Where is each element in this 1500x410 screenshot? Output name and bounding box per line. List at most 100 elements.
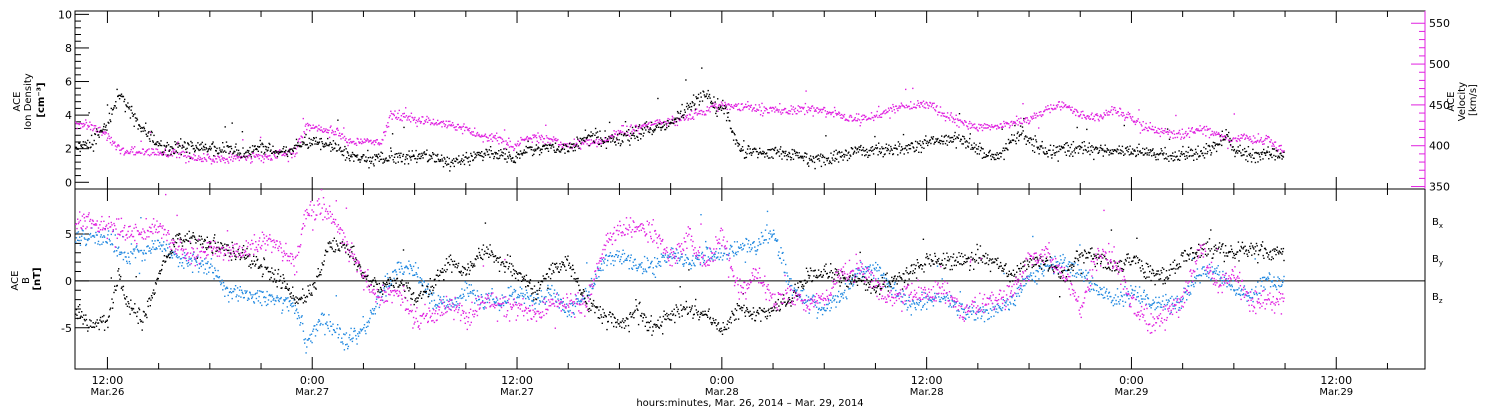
data-point [568, 142, 571, 145]
data-point [167, 154, 169, 156]
data-point [460, 128, 462, 130]
data-point [584, 140, 586, 142]
data-point [141, 260, 143, 262]
data-point [929, 102, 932, 104]
data-point [746, 106, 748, 108]
data-point [1066, 142, 1068, 144]
data-point [873, 114, 876, 117]
data-point [901, 104, 903, 106]
data-point [656, 266, 658, 268]
data-point [562, 308, 564, 311]
data-point [311, 143, 314, 146]
data-point [893, 287, 895, 289]
data-point [326, 129, 329, 131]
data-point [1249, 138, 1252, 140]
data-point [1058, 145, 1061, 147]
data-point [388, 286, 391, 288]
bottom-panel-frame [74, 188, 1426, 370]
data-point [760, 243, 762, 245]
data-point [167, 156, 169, 158]
data-point [623, 132, 625, 135]
data-point [647, 126, 649, 128]
data-point [956, 310, 958, 312]
data-point [591, 142, 593, 145]
data-point [825, 303, 828, 306]
data-point [159, 143, 161, 145]
data-point [76, 127, 78, 130]
data-point [292, 149, 294, 152]
data-point [779, 103, 781, 105]
data-point [217, 269, 219, 272]
data-point [1266, 150, 1268, 152]
data-point [300, 316, 303, 318]
data-point [1003, 122, 1006, 125]
data-point [807, 296, 810, 298]
data-point [441, 158, 443, 160]
data-point [1058, 101, 1060, 103]
data-point [341, 150, 343, 152]
data-point [568, 150, 570, 153]
data-point [379, 158, 382, 161]
data-point [434, 161, 436, 163]
data-point [851, 148, 854, 150]
data-point [717, 110, 719, 112]
data-point [783, 150, 785, 153]
data-point [154, 248, 157, 251]
data-point [395, 162, 397, 164]
data-point [251, 151, 253, 153]
data-point [197, 256, 199, 258]
data-point [157, 141, 159, 143]
data-point [207, 150, 209, 152]
data-point [516, 143, 519, 145]
data-point [1089, 153, 1091, 156]
data-point [1229, 144, 1232, 146]
data-point [786, 158, 788, 161]
data-point [490, 150, 492, 152]
data-point [307, 147, 309, 149]
data-point [683, 109, 686, 111]
data-point [832, 295, 834, 297]
data-point [322, 131, 324, 133]
data-point [261, 142, 263, 144]
data-point [171, 155, 174, 157]
data-point [931, 104, 933, 106]
data-point [546, 289, 548, 291]
data-point [987, 155, 989, 157]
data-point [1131, 148, 1134, 150]
data-point [431, 294, 434, 296]
data-point [735, 105, 738, 107]
data-point [530, 138, 533, 140]
data-point [894, 112, 896, 114]
data-point [1109, 149, 1111, 152]
data-point [956, 314, 959, 316]
data-point [295, 148, 297, 150]
data-point [346, 343, 348, 345]
data-point [218, 156, 221, 159]
data-point [882, 112, 884, 114]
data-point [668, 125, 670, 127]
data-point [1222, 139, 1224, 141]
data-point [962, 308, 964, 310]
data-point [589, 135, 591, 137]
data-point [832, 111, 834, 113]
data-point [1224, 139, 1226, 141]
data-point [724, 105, 726, 107]
data-point [306, 128, 308, 131]
data-point [159, 144, 161, 147]
data-point [655, 125, 657, 127]
data-point [453, 165, 455, 168]
data-point [939, 106, 942, 108]
data-point [800, 110, 802, 112]
data-point [432, 118, 435, 121]
data-point [803, 288, 805, 291]
data-point [550, 147, 552, 149]
data-point [381, 152, 384, 154]
data-point [882, 156, 884, 158]
data-point [155, 148, 157, 150]
data-point [177, 265, 180, 268]
data-point [627, 256, 629, 258]
data-point [429, 290, 431, 293]
data-point [804, 152, 807, 154]
data-point [655, 126, 658, 128]
data-point [903, 153, 905, 155]
